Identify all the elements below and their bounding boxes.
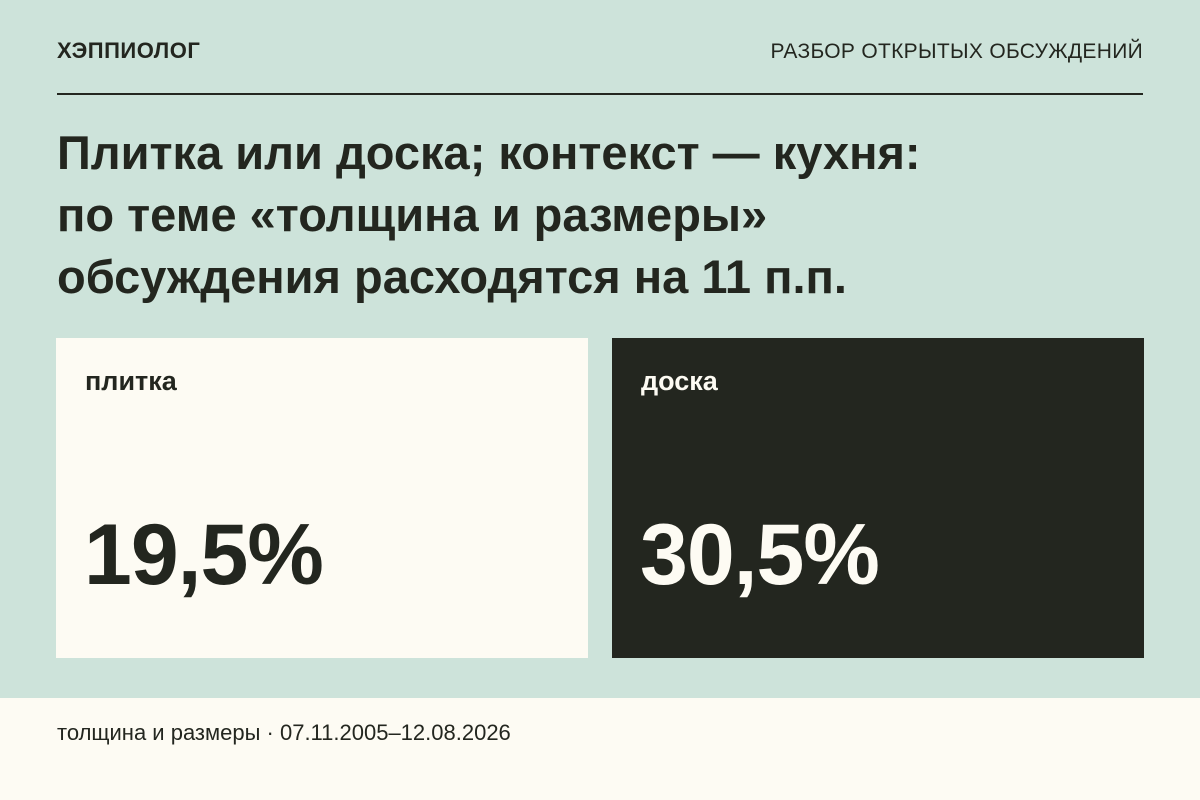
stat-label: доска — [641, 366, 718, 396]
headline-line: по теме «толщина и размеры» — [57, 188, 768, 241]
headline: Плитка или доска; контекст — кухня: по т… — [57, 122, 1147, 308]
brand: ХЭППИОЛОГ — [57, 38, 201, 63]
stat-card: доска 30,5% — [612, 338, 1144, 658]
stat-value: 19,5% — [84, 507, 324, 603]
divider — [57, 93, 1143, 95]
headline-line: Плитка или доска; контекст — кухня: — [57, 126, 921, 179]
section-label: РАЗБОР ОТКРЫТЫХ ОБСУЖДЕНИЙ — [770, 40, 1143, 63]
stat-card: плитка 19,5% — [56, 338, 588, 658]
footer: толщина и размеры · 07.11.2005–12.08.202… — [0, 698, 1200, 800]
stat-value: 30,5% — [640, 507, 880, 603]
footer-text: толщина и размеры · 07.11.2005–12.08.202… — [57, 720, 511, 745]
stat-label: плитка — [85, 366, 177, 396]
headline-line: обсуждения расходятся на 11 п.п. — [57, 250, 847, 303]
